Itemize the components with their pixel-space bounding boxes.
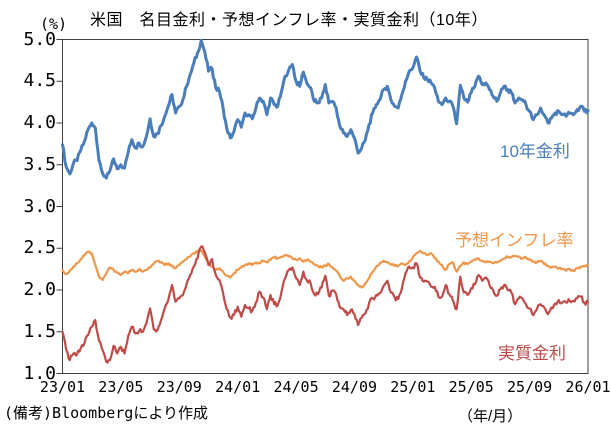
line-series-0: [61, 38, 590, 180]
series-label-real-rate: 実質金利: [498, 344, 566, 363]
line-series-2: [61, 245, 590, 364]
y-tick-label: 4.0: [23, 112, 56, 133]
series-label-expected-inflation: 予想インフレ率: [455, 231, 574, 250]
x-tick-label: 23/05: [98, 378, 144, 396]
x-tick-label: 23/09: [156, 378, 202, 396]
x-tick-label: 25/09: [507, 378, 553, 396]
y-axis-unit-label: (%): [40, 15, 68, 33]
x-tick-label: 25/01: [390, 378, 436, 396]
y-tick-label: 3.5: [23, 153, 56, 175]
x-axis-unit-label: （年/月）: [458, 408, 523, 425]
x-tick-label: 24/05: [273, 378, 319, 396]
y-tick-label: 1.0: [23, 362, 56, 384]
y-tick-label: 3.0: [23, 195, 56, 217]
x-tick-label: 23/01: [39, 378, 86, 396]
x-tick-label: 24/09: [331, 378, 378, 396]
y-tick-label: 2.0: [23, 279, 56, 300]
x-tick-label: 24/01: [215, 378, 261, 396]
x-tick-label: 25/05: [448, 378, 494, 396]
y-tick-label: 4.5: [23, 70, 56, 92]
source-note: (備考)Bloombergにより作成: [4, 404, 209, 422]
y-tick-label: 2.5: [23, 237, 56, 259]
x-tick-label: 26/01: [565, 378, 611, 396]
series-label-nominal-10y: 10年金利: [500, 142, 570, 161]
y-tick-label: 1.5: [23, 320, 56, 342]
chart-title: 米国 名目金利・予想インフレ率・実質金利（10年）: [90, 12, 488, 29]
line-series-1: [61, 249, 590, 289]
y-tick-label: 5.0: [23, 28, 56, 50]
